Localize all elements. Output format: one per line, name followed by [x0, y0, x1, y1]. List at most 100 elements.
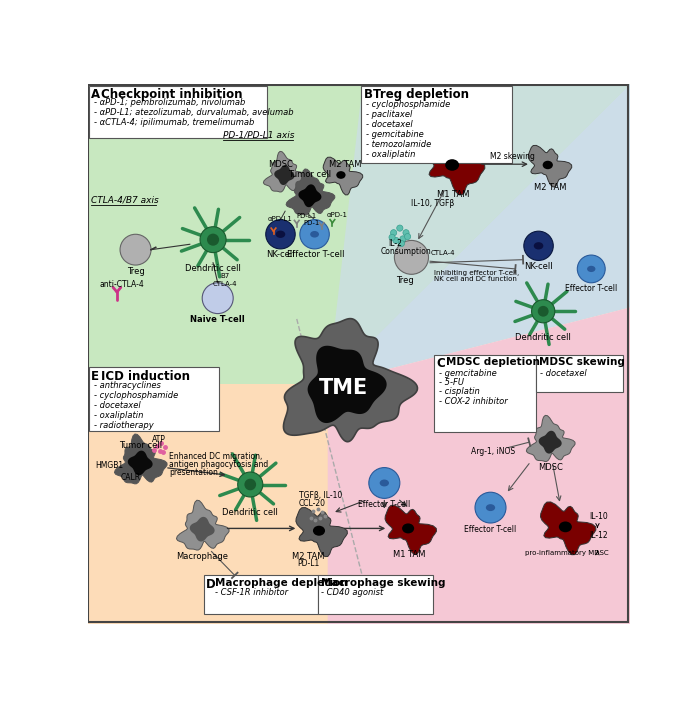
Polygon shape	[176, 501, 229, 550]
Text: IL-12: IL-12	[589, 531, 608, 540]
Text: B7: B7	[220, 273, 230, 279]
Text: Inhibiting effector T-cell,: Inhibiting effector T-cell,	[434, 270, 519, 276]
Text: CTLA-4: CTLA-4	[213, 281, 237, 287]
Text: αPD-L1: αPD-L1	[267, 216, 292, 222]
Text: Dendritic cell: Dendritic cell	[515, 333, 571, 342]
Text: - temozolamide: - temozolamide	[367, 139, 432, 149]
Text: TME: TME	[318, 378, 368, 397]
Text: A: A	[92, 88, 101, 101]
Ellipse shape	[310, 231, 319, 238]
Text: - docetaxel: - docetaxel	[94, 402, 141, 410]
Circle shape	[400, 236, 406, 242]
Text: - gemcitabine: - gemcitabine	[440, 369, 497, 378]
Text: - CSF-1R inhibitor: - CSF-1R inhibitor	[216, 588, 288, 597]
Circle shape	[120, 234, 151, 265]
Polygon shape	[128, 451, 153, 475]
Text: Effector T-cell: Effector T-cell	[565, 285, 617, 293]
Text: - cyclophosphamide: - cyclophosphamide	[367, 100, 451, 109]
Text: PD-1: PD-1	[303, 220, 319, 226]
Circle shape	[369, 468, 400, 498]
Ellipse shape	[587, 266, 596, 272]
Text: NK-cell: NK-cell	[266, 250, 295, 259]
Polygon shape	[323, 157, 363, 195]
Text: - oxaliplatin: - oxaliplatin	[94, 411, 143, 421]
Text: M1 TAM: M1 TAM	[437, 189, 470, 198]
Text: Effector T-cell: Effector T-cell	[288, 250, 345, 259]
Text: - radiotherapy: - radiotherapy	[94, 421, 153, 430]
Text: Treg: Treg	[396, 276, 414, 285]
FancyBboxPatch shape	[318, 576, 433, 614]
Text: CTLA-4: CTLA-4	[430, 250, 455, 256]
Text: M2 TAM: M2 TAM	[328, 160, 361, 168]
Polygon shape	[284, 319, 417, 442]
Text: Tumor cell: Tumor cell	[118, 441, 162, 449]
Text: - CD40 agonist: - CD40 agonist	[321, 588, 383, 597]
FancyBboxPatch shape	[89, 367, 219, 431]
Circle shape	[578, 255, 606, 283]
Text: HMGB1: HMGB1	[95, 461, 123, 470]
Text: ICD induction: ICD induction	[101, 370, 190, 383]
Text: MDSC: MDSC	[538, 463, 563, 472]
Text: E: E	[92, 370, 99, 383]
Polygon shape	[528, 145, 572, 187]
Circle shape	[244, 479, 256, 490]
Text: Dendritic cell: Dendritic cell	[185, 264, 241, 273]
Text: PD-L1: PD-L1	[297, 213, 317, 219]
Circle shape	[524, 231, 553, 261]
Text: Arg-1, iNOS: Arg-1, iNOS	[471, 447, 515, 456]
Text: MDSC: MDSC	[268, 160, 293, 168]
Circle shape	[200, 226, 226, 252]
Text: Tumor cell: Tumor cell	[288, 170, 332, 179]
Circle shape	[397, 225, 403, 231]
Polygon shape	[307, 346, 386, 423]
Circle shape	[391, 230, 397, 236]
Text: Treg: Treg	[127, 266, 144, 275]
Text: - paclitaxel: - paclitaxel	[367, 109, 413, 118]
Text: Macrophage: Macrophage	[176, 552, 228, 561]
Text: CCL-20: CCL-20	[299, 499, 326, 508]
Text: - cisplatin: - cisplatin	[440, 388, 480, 397]
Text: presentation: presentation	[169, 468, 218, 477]
Polygon shape	[328, 84, 630, 384]
Polygon shape	[426, 138, 485, 195]
Text: M2 TAM: M2 TAM	[292, 552, 325, 562]
Text: Treg depletion: Treg depletion	[372, 88, 469, 101]
Text: - oxaliplatin: - oxaliplatin	[367, 149, 416, 158]
Text: IL-2: IL-2	[389, 239, 402, 248]
Circle shape	[405, 233, 411, 240]
Text: - COX-2 inhibitor: - COX-2 inhibitor	[440, 397, 508, 406]
Ellipse shape	[486, 504, 495, 511]
Text: PD-1/PD-L1 axis: PD-1/PD-L1 axis	[223, 130, 295, 139]
Polygon shape	[286, 169, 335, 215]
Text: Checkpoint inhibition: Checkpoint inhibition	[101, 88, 242, 101]
Text: M1 TAM: M1 TAM	[393, 550, 426, 559]
Text: - αPD-1; pembrolizumab, nivolumab: - αPD-1; pembrolizumab, nivolumab	[94, 98, 245, 107]
FancyBboxPatch shape	[89, 86, 267, 138]
Text: antigen phagocytosis and: antigen phagocytosis and	[169, 460, 268, 469]
Text: PD-L1: PD-L1	[298, 559, 319, 569]
Circle shape	[531, 300, 555, 323]
Circle shape	[393, 238, 399, 243]
Circle shape	[389, 234, 396, 240]
Text: Consumption: Consumption	[381, 247, 431, 256]
Text: NK-cell: NK-cell	[524, 262, 553, 271]
Text: - anthracyclines: - anthracyclines	[94, 381, 160, 390]
Text: - αCTLA-4; ipilimumab, tremelimumab: - αCTLA-4; ipilimumab, tremelimumab	[94, 118, 254, 127]
Circle shape	[207, 233, 219, 245]
Polygon shape	[298, 184, 321, 207]
Text: - 5-FU: - 5-FU	[440, 379, 464, 387]
Ellipse shape	[542, 161, 553, 169]
Ellipse shape	[534, 242, 543, 250]
Polygon shape	[328, 308, 630, 624]
Text: Macrophage skewing: Macrophage skewing	[321, 578, 445, 587]
Ellipse shape	[559, 522, 572, 532]
Text: Naive T-cell: Naive T-cell	[190, 315, 245, 324]
Ellipse shape	[445, 159, 459, 171]
Ellipse shape	[276, 231, 286, 238]
Polygon shape	[274, 165, 295, 185]
Text: Dendritic cell: Dendritic cell	[223, 508, 278, 517]
Text: CTLA-4/B7 axis: CTLA-4/B7 axis	[90, 196, 158, 205]
Text: - αPD-L1; atezolizumab, durvalumab, avelumab: - αPD-L1; atezolizumab, durvalumab, avel…	[94, 108, 293, 117]
Polygon shape	[539, 430, 561, 454]
Circle shape	[538, 306, 549, 317]
